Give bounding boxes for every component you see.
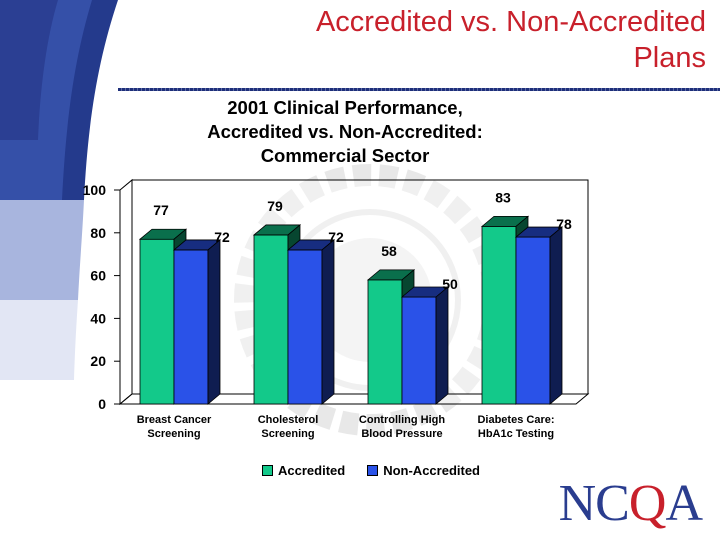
data-label: 77 (153, 202, 169, 218)
bar-accredited-front (253, 234, 289, 405)
x-category-label: Diabetes Care: (477, 414, 554, 426)
y-tick-label: 0 (98, 396, 106, 412)
slide-title-line-1: Accredited vs. Non-Accredited (315, 6, 706, 38)
bar-non-accredited-side (207, 239, 221, 405)
bar-non-accredited-front (173, 249, 209, 405)
x-category-label: Controlling High (359, 414, 445, 426)
x-category-label: Cholesterol (258, 414, 319, 426)
ncqa-logo: NCQA (558, 475, 703, 532)
slide-title: Accredited vs. Non-Accredited Plans (146, 4, 706, 76)
y-tick-label: 100 (83, 182, 107, 198)
x-category-label: Blood Pressure (361, 428, 442, 440)
y-tick-label: 80 (90, 225, 106, 241)
legend-item-non-accredited: Non-Accredited (367, 463, 480, 478)
bar-accredited-front (139, 238, 175, 405)
bar-non-accredited-front (515, 236, 551, 405)
data-label: 79 (267, 198, 283, 214)
bar-non-accredited-front (401, 296, 437, 405)
legend-swatch-accredited (262, 465, 273, 476)
x-category-label: Breast Cancer (137, 414, 212, 426)
bar-accredited-front (481, 225, 517, 405)
y-tick-label: 40 (90, 310, 106, 326)
legend-item-accredited: Accredited (262, 463, 345, 478)
x-category-label: Screening (147, 428, 200, 440)
bar-non-accredited-side (549, 226, 563, 405)
x-category-label: HbA1c Testing (478, 428, 554, 440)
title-divider (118, 88, 720, 91)
chart-side-wall (119, 178, 133, 406)
y-tick-label: 20 (90, 353, 106, 369)
data-label: 83 (495, 189, 511, 205)
data-label: 72 (214, 229, 230, 245)
logo-text-a: A (665, 475, 703, 532)
corner-swoosh (0, 0, 118, 380)
chart-title-line-1: 2001 Clinical Performance, (227, 97, 463, 118)
y-tick-label: 60 (90, 268, 106, 284)
bar-non-accredited-side (321, 239, 335, 405)
chart-title-line-3: Commercial Sector (260, 145, 430, 166)
chart-legend: Accredited Non-Accredited (262, 463, 522, 478)
logo-text-q: Q (628, 475, 667, 532)
chart-title: 2001 Clinical Performance, Accredited vs… (140, 96, 550, 168)
data-label: 58 (381, 243, 397, 259)
bar-non-accredited-front (287, 249, 323, 405)
bar-accredited-front (367, 279, 403, 405)
chart-title-line-2: Accredited vs. Non-Accredited: (207, 121, 483, 142)
data-label: 50 (442, 276, 458, 292)
data-label: 78 (556, 216, 572, 232)
legend-label-non-accredited: Non-Accredited (383, 463, 480, 478)
slide-title-line-2: Plans (633, 42, 706, 74)
data-label: 72 (328, 229, 344, 245)
logo-text-nc: NC (558, 475, 630, 532)
x-category-label: Screening (261, 428, 314, 440)
legend-swatch-non-accredited (367, 465, 379, 476)
legend-label-accredited: Accredited (278, 463, 346, 478)
bar-non-accredited-side (435, 286, 449, 405)
